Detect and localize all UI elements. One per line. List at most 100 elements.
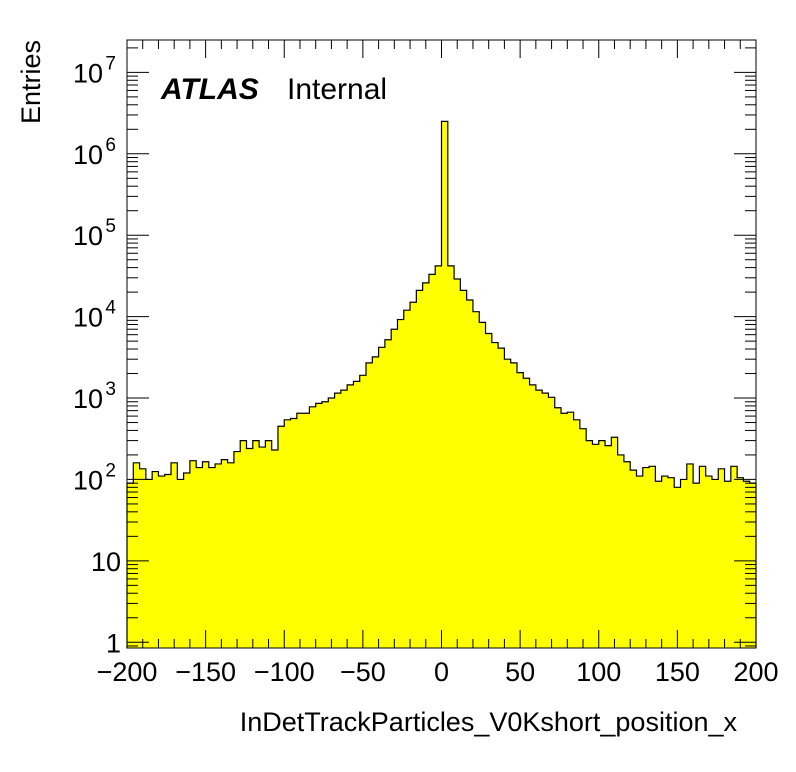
histogram-bin xyxy=(347,384,354,648)
y-tick-exponent: 5 xyxy=(105,216,116,237)
histogram-bin xyxy=(303,413,310,648)
histogram-bin xyxy=(271,449,279,648)
histogram-bin xyxy=(605,445,612,648)
histogram-outline xyxy=(126,120,757,648)
x-tick-label: 50 xyxy=(505,657,535,687)
y-tick-label: 10 xyxy=(73,384,103,414)
y-tick-label: 10 xyxy=(73,303,103,333)
y-tick-label: 1 xyxy=(106,628,121,658)
histogram-bin xyxy=(655,481,663,648)
histogram-bin xyxy=(246,448,254,648)
histogram-bin xyxy=(718,468,726,648)
histogram-bin xyxy=(730,466,738,648)
histogram-bin xyxy=(164,474,172,648)
histogram-bin xyxy=(724,481,732,648)
histogram-bin xyxy=(630,470,637,648)
internal-label: Internal xyxy=(287,73,387,106)
histogram-bin xyxy=(567,412,575,648)
histogram-bin xyxy=(410,302,417,648)
histogram-bin xyxy=(208,467,216,648)
histogram-bin xyxy=(416,290,424,648)
histogram-bin xyxy=(623,461,631,648)
histogram-bin xyxy=(221,459,229,648)
histogram-bin xyxy=(353,381,361,648)
plot-frame xyxy=(126,39,757,649)
histogram-bin xyxy=(183,472,191,648)
y-tick-label: 10 xyxy=(73,140,103,170)
atlas-label: ATLAS xyxy=(160,73,259,106)
y-tick-exponent: 6 xyxy=(105,135,116,156)
histogram-bin xyxy=(579,428,587,648)
y-tick-exponent: 7 xyxy=(105,53,116,74)
y-tick-exponent: 4 xyxy=(105,298,116,319)
histogram-bin xyxy=(259,447,266,648)
histogram-bin xyxy=(485,333,493,648)
histogram-bin xyxy=(372,356,380,648)
histogram-bin xyxy=(189,460,197,648)
histogram-bin xyxy=(737,477,744,648)
histogram-bin xyxy=(334,393,342,648)
histogram-bin xyxy=(642,467,650,648)
histogram-bin xyxy=(516,372,524,648)
histogram-bin xyxy=(479,322,487,648)
histogram-bin xyxy=(548,397,556,648)
histogram-bin xyxy=(227,462,235,648)
histogram-bin xyxy=(554,407,562,648)
histogram-bin xyxy=(284,419,292,648)
histogram-bin xyxy=(573,419,581,648)
histogram-bin xyxy=(233,451,241,648)
histogram-bin xyxy=(529,384,537,648)
histogram-bin xyxy=(296,413,304,648)
histogram-bin xyxy=(649,466,656,648)
histogram-bin xyxy=(290,418,298,648)
x-tick-label: 200 xyxy=(733,657,778,687)
x-tick-label: 100 xyxy=(576,657,621,687)
histogram-bin xyxy=(466,300,474,648)
histogram-bin xyxy=(139,468,147,648)
histogram-bin xyxy=(447,265,455,648)
histogram-bin xyxy=(561,413,568,648)
x-tick-label: −200 xyxy=(97,657,158,687)
histogram-bin xyxy=(441,121,449,649)
y-tick-exponent: 2 xyxy=(105,460,116,481)
histogram-bin xyxy=(680,479,688,648)
y-tick-exponent: 3 xyxy=(105,379,116,400)
histogram-bin xyxy=(498,348,505,648)
histogram-bin xyxy=(454,278,461,648)
histogram-bin xyxy=(636,476,644,648)
histogram-bin xyxy=(215,463,222,648)
histogram-bin xyxy=(378,347,386,648)
y-tick-label: 10 xyxy=(73,221,103,251)
histogram-bin xyxy=(749,483,757,648)
histogram-bin xyxy=(542,393,549,648)
histogram-bin xyxy=(472,311,480,648)
histogram-bin xyxy=(617,454,625,648)
histogram-bin xyxy=(523,378,531,648)
histogram-bin xyxy=(265,440,273,648)
histogram-bin xyxy=(391,329,398,648)
x-axis-title: InDetTrackParticles_V0Kshort_position_x xyxy=(240,707,738,737)
histogram-bin xyxy=(145,479,153,648)
histogram-bin xyxy=(510,362,518,648)
histogram-bin xyxy=(384,339,392,648)
histogram-bin xyxy=(152,471,159,648)
histogram-bin xyxy=(699,466,707,648)
histogram-bins xyxy=(126,120,757,649)
histogram-bin xyxy=(366,362,373,648)
histogram-bin xyxy=(693,483,700,648)
histogram-bin xyxy=(202,461,210,648)
histogram-bin xyxy=(667,477,675,648)
histogram-bin xyxy=(328,398,336,648)
y-tick-label: 10 xyxy=(73,58,103,88)
histogram-bin xyxy=(611,437,619,648)
histogram-bin xyxy=(252,440,260,648)
histogram-bin xyxy=(711,479,719,648)
histogram-bin xyxy=(359,375,367,648)
histogram-bin xyxy=(171,462,178,648)
x-tick-label: −150 xyxy=(175,657,236,687)
y-tick-label: 10 xyxy=(73,465,103,495)
histogram-bin xyxy=(504,359,512,648)
histogram-bin xyxy=(196,467,203,648)
